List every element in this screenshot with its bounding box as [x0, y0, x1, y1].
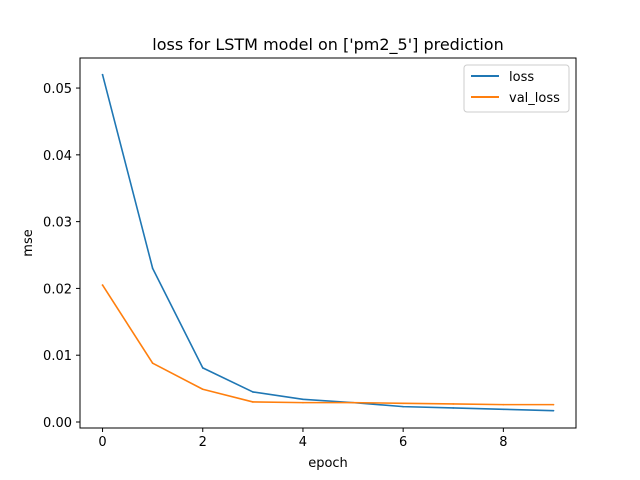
data-point-loss — [502, 408, 505, 411]
x-axis-ticks: 0 2 4 6 8 — [98, 428, 507, 450]
data-point-loss — [201, 367, 204, 369]
series-line-loss — [101, 73, 555, 412]
data-point-loss — [402, 405, 404, 408]
data-point-loss — [302, 398, 304, 401]
data-point-val-loss — [302, 401, 304, 404]
y-axis-ticks: 0.00 0.01 0.02 0.03 0.04 0.05 — [43, 82, 80, 431]
data-point-val-loss — [352, 401, 354, 404]
x-tick-label: 6 — [399, 435, 407, 450]
data-point-loss — [452, 407, 455, 409]
data-point-val-loss — [552, 403, 555, 406]
data-point-val-loss — [201, 388, 204, 391]
y-tick-label: 0.04 — [43, 149, 72, 164]
data-point-loss — [151, 267, 154, 270]
y-tick-label: 0.03 — [43, 216, 72, 231]
data-point-val-loss — [452, 403, 455, 405]
data-point-loss — [552, 409, 555, 412]
data-point-val-loss — [502, 403, 505, 406]
legend-label-loss: loss — [509, 70, 534, 85]
data-point-val-loss — [252, 401, 254, 403]
y-tick-label: 0.02 — [43, 282, 72, 297]
y-axis-label: mse — [21, 229, 36, 256]
x-tick-label: 8 — [499, 435, 507, 450]
data-point-loss — [101, 73, 104, 76]
series-line-val-loss — [101, 284, 555, 406]
x-axis-label: epoch — [308, 456, 348, 471]
data-point-val-loss — [402, 402, 404, 405]
x-tick-label: 0 — [98, 435, 106, 450]
data-point-val-loss — [101, 284, 104, 286]
y-tick-label: 0.00 — [43, 416, 72, 431]
x-tick-label: 4 — [299, 435, 307, 450]
plot-frame — [79, 57, 577, 429]
plot-lines — [101, 73, 555, 412]
y-tick-label: 0.01 — [43, 349, 72, 364]
data-point-loss — [252, 391, 254, 393]
legend-label-val-loss: val_loss — [509, 91, 560, 106]
chart-title: loss for LSTM model on ['pm2_5'] predict… — [152, 35, 503, 55]
legend: loss val_loss — [463, 64, 570, 113]
y-tick-label: 0.05 — [43, 82, 72, 97]
data-point-val-loss — [151, 362, 154, 365]
x-tick-label: 2 — [199, 435, 207, 450]
